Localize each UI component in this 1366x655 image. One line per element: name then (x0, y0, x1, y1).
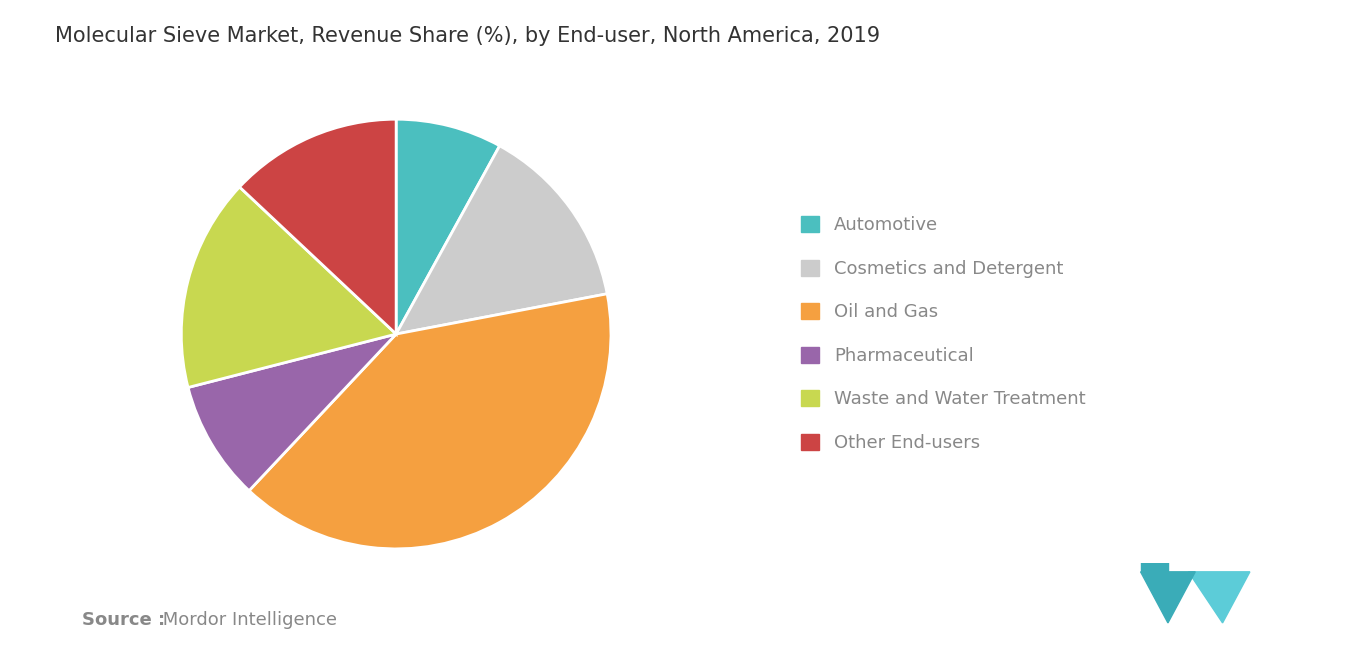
Text: Mordor Intelligence: Mordor Intelligence (157, 611, 337, 629)
Wedge shape (182, 187, 396, 388)
Wedge shape (249, 294, 611, 549)
Polygon shape (1141, 572, 1195, 623)
Polygon shape (1141, 559, 1168, 572)
Wedge shape (396, 119, 500, 334)
Legend: Automotive, Cosmetics and Detergent, Oil and Gas, Pharmaceutical, Waste and Wate: Automotive, Cosmetics and Detergent, Oil… (802, 216, 1086, 452)
Wedge shape (239, 119, 396, 334)
Wedge shape (396, 146, 607, 334)
Text: Source :: Source : (82, 611, 165, 629)
Wedge shape (189, 334, 396, 491)
Polygon shape (1188, 572, 1250, 623)
Text: Molecular Sieve Market, Revenue Share (%), by End-user, North America, 2019: Molecular Sieve Market, Revenue Share (%… (55, 26, 880, 47)
